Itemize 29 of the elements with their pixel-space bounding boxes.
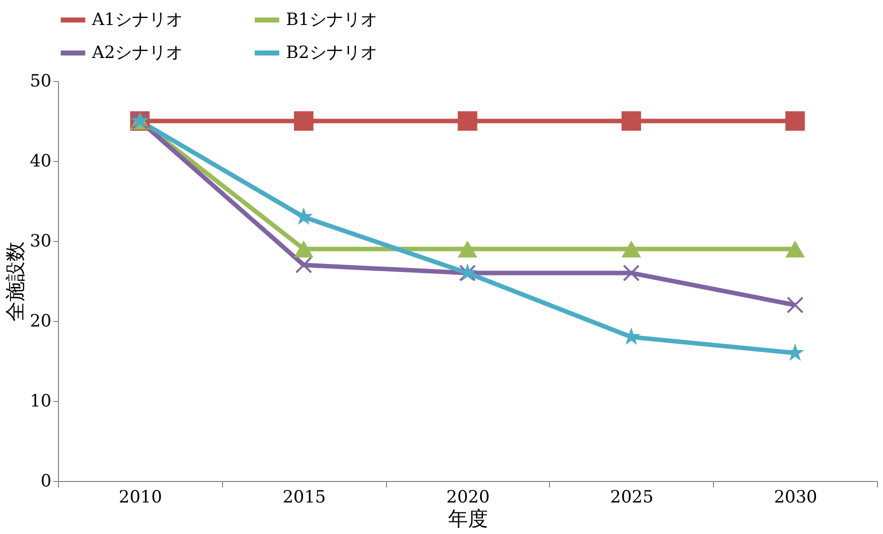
point: [294, 207, 313, 225]
y-tick-label: 10: [30, 392, 52, 412]
point: [294, 111, 314, 131]
point: [785, 240, 805, 258]
y-tick-label: 0: [40, 472, 52, 492]
legend-label: A1シナリオ: [91, 10, 184, 30]
legend-label: B1シナリオ: [286, 10, 378, 30]
point: [622, 240, 642, 258]
y-tick-label: 50: [30, 72, 52, 92]
x-tick-label: 2030: [774, 488, 818, 508]
point: [458, 111, 478, 131]
y-axis-title: 全施設数: [2, 242, 27, 322]
y-tick-label: 20: [30, 312, 52, 332]
point: [785, 111, 805, 131]
point: [622, 264, 640, 282]
y-tick-label: 40: [30, 152, 52, 172]
legend-label: B2シナリオ: [286, 43, 378, 63]
legend-label: A2シナリオ: [91, 43, 184, 63]
point: [295, 256, 312, 274]
x-tick-label: 2010: [118, 488, 162, 508]
point: [786, 296, 804, 314]
point: [622, 111, 642, 131]
point: [458, 240, 478, 258]
y-tick-label: 30: [30, 232, 52, 252]
point: [294, 240, 314, 258]
x-tick-label: 2015: [282, 488, 326, 508]
x-tick-label: 2025: [610, 488, 654, 508]
x-tick-label: 2020: [446, 488, 490, 508]
x-axis-title: 年度: [448, 506, 488, 530]
